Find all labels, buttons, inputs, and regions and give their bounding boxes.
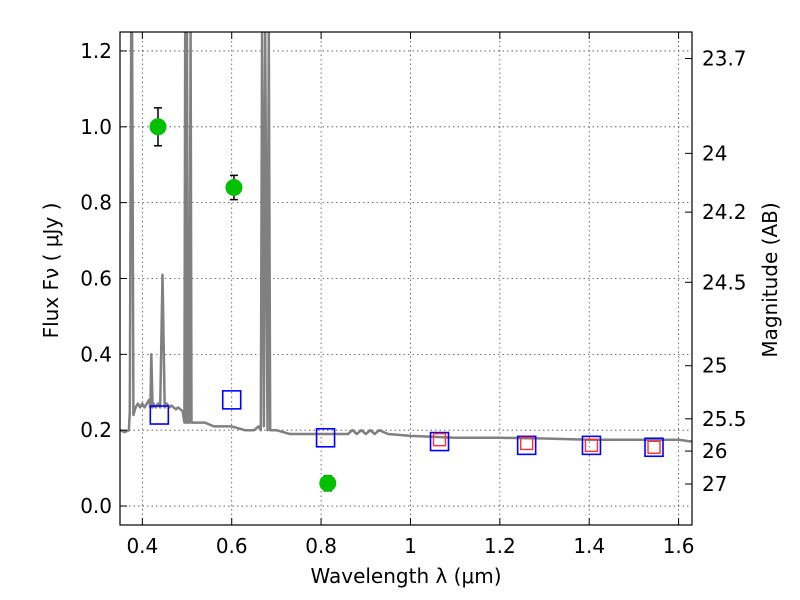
y-right-tick-label: 25 bbox=[702, 354, 727, 378]
plot-area bbox=[120, 32, 692, 492]
x-tick-label: 0.4 bbox=[126, 534, 158, 558]
y-right-tick-label: 24 bbox=[702, 141, 727, 165]
model-flux-square bbox=[315, 427, 336, 448]
y-tick-label: 0.2 bbox=[80, 418, 112, 442]
model-flux-square bbox=[581, 435, 602, 456]
model-flux-square-small bbox=[432, 432, 447, 447]
model-flux-square bbox=[644, 437, 664, 458]
y-axis-right-title: Magnitude (AB) bbox=[758, 202, 782, 357]
model-flux-square-small bbox=[584, 438, 599, 453]
template-spectrum-line bbox=[120, 32, 692, 443]
model-flux-square-small bbox=[647, 440, 661, 454]
model-flux-square bbox=[429, 431, 450, 452]
y-right-tick-label: 25.5 bbox=[702, 407, 747, 431]
x-axis-title: Wavelength λ (μm) bbox=[310, 564, 501, 588]
y-tick-label: 1.0 bbox=[80, 115, 112, 139]
x-tick-label: 1.6 bbox=[663, 534, 695, 558]
model-flux-square bbox=[149, 405, 170, 425]
y-tick-label: 0.4 bbox=[80, 342, 112, 366]
x-tick-label: 1.2 bbox=[484, 534, 516, 558]
y-tick-label: 0.0 bbox=[80, 494, 112, 518]
model-flux-square-small bbox=[519, 436, 534, 451]
observed-flux-point bbox=[149, 118, 167, 136]
y-tick-label: 1.2 bbox=[80, 39, 112, 63]
y-right-tick-label: 24.2 bbox=[702, 200, 747, 224]
x-tick-label: 1 bbox=[404, 534, 417, 558]
grid bbox=[120, 32, 692, 525]
y-tick-label: 0.6 bbox=[80, 267, 112, 291]
y-right-tick-label: 24.5 bbox=[702, 270, 747, 294]
model-flux-square bbox=[221, 390, 242, 410]
observed-flux-point bbox=[319, 474, 337, 492]
y-right-tick-label: 23.7 bbox=[702, 47, 747, 71]
model-flux-square bbox=[516, 435, 537, 456]
x-tick-label: 0.8 bbox=[305, 534, 337, 558]
observed-flux-point bbox=[225, 178, 243, 196]
x-tick-label: 1.4 bbox=[573, 534, 605, 558]
y-right-tick-label: 26 bbox=[702, 439, 727, 463]
x-tick-label: 0.6 bbox=[216, 534, 248, 558]
axis-ticks: 0.4 0.6 0.8 1 1.2 1.4 1.6 0.0 0.2 0.4 0.6 0.8 1.0 1.2… bbox=[80, 32, 747, 558]
y-axis-title: Flux Fν ( μJy ) bbox=[39, 203, 63, 339]
y-right-tick-label: 27 bbox=[702, 472, 727, 496]
y-tick-label: 0.8 bbox=[80, 191, 112, 215]
